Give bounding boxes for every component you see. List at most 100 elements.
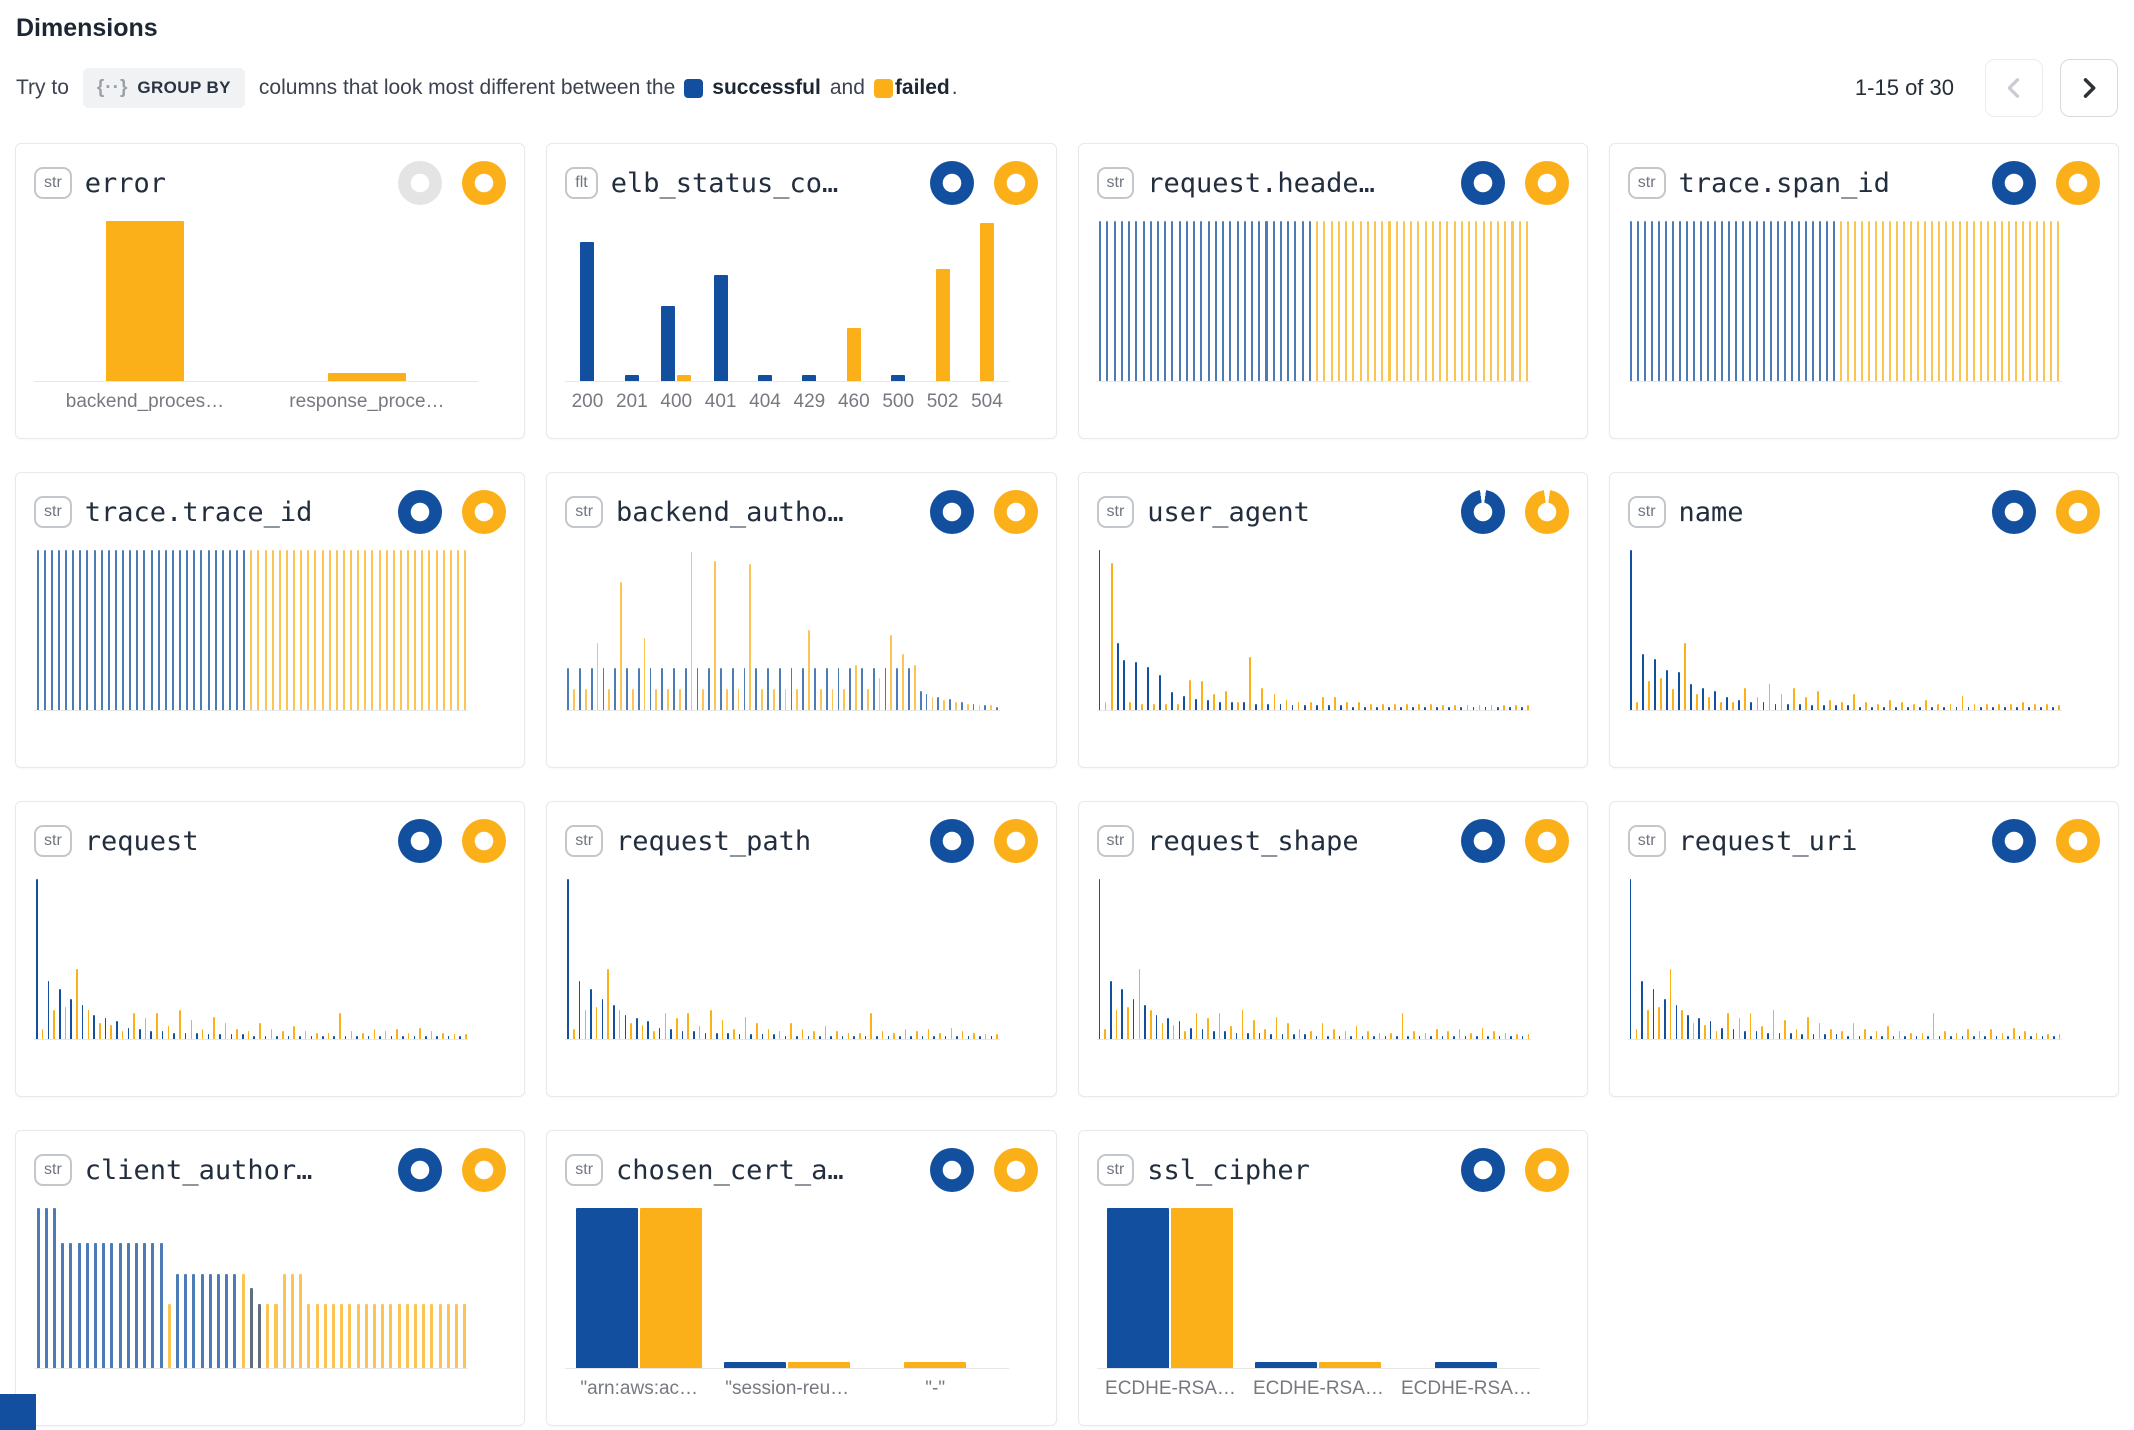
dimension-name: request.heade… — [1147, 167, 1375, 199]
histogram-bar — [937, 697, 940, 710]
histogram-bar — [1871, 706, 1873, 710]
dimension-name: backend_autho… — [616, 496, 844, 528]
histogram-bar — [1938, 221, 1941, 381]
histogram-bar — [41, 1029, 44, 1039]
dimension-card: str user_agent — [1077, 472, 1588, 768]
type-badge: str — [565, 1154, 604, 1186]
histogram-bar — [902, 654, 904, 710]
histogram-bar — [1778, 1032, 1781, 1039]
histogram-bar — [1251, 221, 1254, 381]
histogram-bar — [1345, 702, 1348, 710]
histogram-bar — [1709, 1021, 1712, 1039]
histogram-bar — [156, 1013, 158, 1039]
histogram-bar — [1498, 1035, 1501, 1039]
histogram-bar — [1641, 981, 1643, 1039]
successful-toggle[interactable] — [1992, 819, 2036, 863]
histogram-bar — [1193, 221, 1196, 381]
histogram-bar — [356, 1304, 360, 1368]
histogram-bar — [2024, 1031, 2026, 1039]
histogram-bar — [1261, 687, 1264, 710]
histogram-bar — [1826, 221, 1829, 381]
successful-toggle[interactable] — [929, 1148, 974, 1192]
histogram-bar — [1424, 1032, 1427, 1039]
successful-toggle[interactable] — [1992, 161, 2036, 205]
failed-toggle[interactable] — [1524, 1148, 1569, 1192]
histogram-bar — [57, 550, 60, 710]
histogram-bar — [328, 550, 331, 710]
failed-toggle[interactable] — [2056, 490, 2100, 534]
histogram-bar — [749, 564, 752, 710]
histogram-bar — [1135, 221, 1138, 381]
successful-toggle[interactable] — [1460, 490, 1505, 534]
failed-toggle[interactable] — [993, 490, 1038, 534]
successful-toggle[interactable] — [1460, 819, 1505, 863]
prev-page-button[interactable] — [1985, 59, 2043, 117]
histogram-bar — [1714, 690, 1717, 710]
failed-toggle[interactable] — [993, 161, 1038, 205]
histogram-bar — [1388, 221, 1391, 381]
histogram-bar — [424, 1035, 427, 1039]
dimension-name: error — [84, 167, 167, 199]
histogram-bar — [1924, 221, 1927, 381]
mini-histogram — [1627, 879, 2063, 1040]
histogram-bar — [1944, 1031, 1946, 1039]
histogram-bar — [1830, 1029, 1832, 1039]
histogram-bar — [1955, 706, 1958, 710]
histogram-bar — [773, 1034, 775, 1039]
failed-toggle[interactable] — [2056, 161, 2100, 205]
histogram-bar — [1898, 1031, 1901, 1039]
failed-toggle[interactable] — [462, 490, 507, 534]
successful-toggle[interactable] — [398, 490, 443, 534]
successful-toggle[interactable] — [1460, 1148, 1505, 1192]
failed-toggle[interactable] — [462, 161, 507, 205]
histogram-bar — [1629, 550, 1632, 710]
group-by-button[interactable]: {··} GROUP BY — [82, 68, 245, 108]
histogram-bar — [342, 550, 345, 710]
histogram-bar — [259, 1023, 261, 1039]
failed-toggle[interactable] — [462, 819, 507, 863]
histogram-bar — [2021, 702, 2024, 710]
failed-toggle[interactable] — [993, 819, 1038, 863]
histogram-bar — [1361, 1035, 1364, 1039]
histogram-bar — [1333, 1029, 1335, 1039]
histogram-bar — [430, 1031, 433, 1039]
histogram-bar — [122, 550, 125, 710]
histogram-bar — [350, 550, 353, 710]
failed-toggle[interactable] — [462, 1148, 507, 1192]
failed-toggle[interactable] — [993, 1148, 1038, 1192]
histogram-bar — [270, 1029, 273, 1039]
successful-toggle[interactable] — [929, 161, 974, 205]
x-axis-label: 429 — [793, 391, 826, 412]
histogram-bar — [708, 668, 711, 710]
histogram-bar — [702, 689, 705, 710]
histogram-bar — [1178, 1021, 1181, 1039]
histogram-bar — [1195, 1013, 1198, 1039]
histogram-bar — [1693, 221, 1696, 381]
histogram-bar — [1702, 687, 1705, 710]
histogram-bar — [314, 550, 317, 710]
next-page-button[interactable] — [2060, 59, 2118, 117]
histogram-bar — [1527, 1034, 1530, 1039]
successful-toggle[interactable] — [929, 490, 974, 534]
x-axis-label: ECDHE-RSA… — [1253, 1378, 1384, 1399]
successful-toggle[interactable] — [1460, 161, 1505, 205]
successful-toggle[interactable] — [929, 819, 974, 863]
histogram-bar — [693, 1031, 695, 1039]
successful-toggle[interactable] — [1992, 490, 2036, 534]
failed-toggle[interactable] — [2056, 819, 2100, 863]
histogram-bar — [967, 1035, 970, 1039]
successful-toggle[interactable] — [398, 1148, 443, 1192]
histogram-bar — [978, 705, 981, 710]
failed-toggle[interactable] — [1524, 490, 1569, 534]
failed-toggle[interactable] — [1524, 819, 1569, 863]
histogram-category — [1097, 1208, 1245, 1368]
x-axis-label: ECDHE-RSA… — [1105, 1378, 1236, 1399]
histogram-bar — [250, 550, 253, 710]
failed-toggle[interactable] — [1524, 161, 1569, 205]
histogram-bar — [1441, 1035, 1444, 1039]
histogram-bar — [1487, 1035, 1489, 1039]
successful-toggle[interactable] — [398, 161, 443, 205]
successful-toggle[interactable] — [398, 819, 443, 863]
histogram-bar — [1833, 221, 1836, 381]
histogram-bar — [624, 375, 639, 381]
